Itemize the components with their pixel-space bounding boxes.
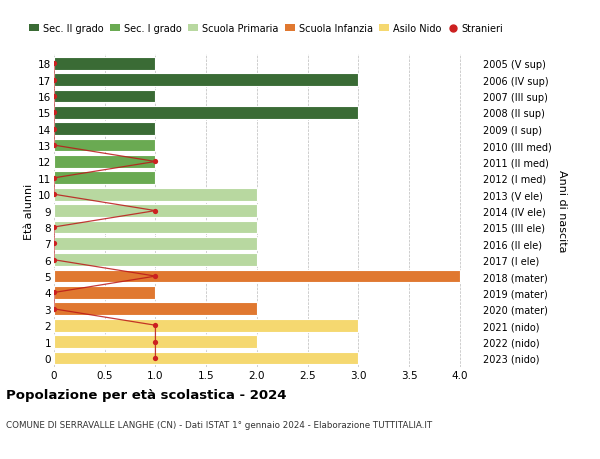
Bar	[54, 172, 155, 185]
Bar	[54, 303, 257, 315]
Bar	[54, 205, 257, 218]
Bar	[54, 58, 155, 70]
Bar	[54, 336, 257, 348]
Bar	[54, 319, 358, 332]
Bar	[54, 140, 155, 152]
Y-axis label: Anni di nascita: Anni di nascita	[557, 170, 567, 252]
Bar	[54, 352, 358, 364]
Bar	[54, 123, 155, 136]
Text: Popolazione per età scolastica - 2024: Popolazione per età scolastica - 2024	[6, 388, 287, 401]
Bar	[54, 237, 257, 250]
Bar	[54, 189, 257, 201]
Bar	[54, 270, 460, 283]
Bar	[54, 74, 358, 87]
Bar	[54, 90, 155, 103]
Bar	[54, 156, 155, 168]
Bar	[54, 221, 257, 234]
Bar	[54, 254, 257, 267]
Legend: Sec. II grado, Sec. I grado, Scuola Primaria, Scuola Infanzia, Asilo Nido, Stran: Sec. II grado, Sec. I grado, Scuola Prim…	[29, 24, 503, 34]
Bar	[54, 286, 155, 299]
Text: COMUNE DI SERRAVALLE LANGHE (CN) - Dati ISTAT 1° gennaio 2024 - Elaborazione TUT: COMUNE DI SERRAVALLE LANGHE (CN) - Dati …	[6, 420, 432, 429]
Y-axis label: Età alunni: Età alunni	[24, 183, 34, 239]
Bar	[54, 107, 358, 119]
